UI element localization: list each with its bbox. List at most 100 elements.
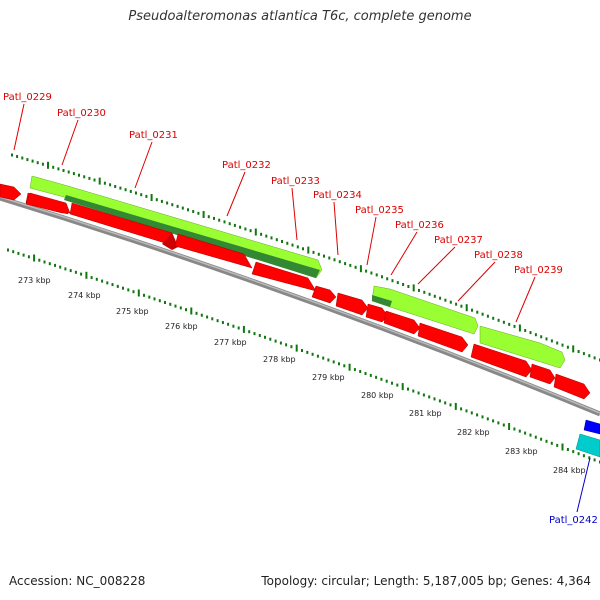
outer-tick: [593, 356, 596, 360]
outer-tick: [508, 322, 511, 326]
inner-tick: [174, 304, 177, 308]
inner-tick: [264, 335, 266, 339]
gene-0233-reverse[interactable]: [174, 233, 253, 269]
outer-tick: [312, 250, 315, 254]
gene-0237b-reverse[interactable]: [383, 310, 421, 335]
inner-tick: [269, 337, 272, 341]
outer-tick: [471, 308, 473, 312]
leader-0235: [366, 216, 377, 266]
inner-tick: [90, 276, 93, 280]
leader-lines: [13, 103, 591, 513]
leader-0230: [61, 119, 79, 166]
gene-0231-reverse-2[interactable]: [25, 192, 71, 214]
inner-tick: [444, 401, 447, 405]
inner-tick: [566, 448, 569, 451]
outer-tick: [187, 208, 189, 212]
inner-tick: [556, 443, 559, 447]
gene-0240-reverse[interactable]: [529, 363, 556, 385]
outer-tick: [566, 345, 569, 349]
inner-tick: [137, 289, 140, 297]
outer-tick: [534, 333, 537, 337]
outer-tick: [265, 234, 268, 238]
inner-tick: [422, 393, 425, 397]
gene-label-0232: Patl_0232: [222, 160, 271, 171]
gene-label-0239: Patl_0239: [514, 265, 563, 276]
gene-0238-forward[interactable]: [479, 325, 566, 369]
gene-0238-reverse[interactable]: [417, 322, 469, 353]
outer-tick: [460, 304, 463, 308]
gene-0235-reverse[interactable]: [311, 285, 337, 304]
inner-tick: [274, 339, 277, 343]
gene-label-0238: Patl_0238: [474, 250, 523, 261]
leader-0233: [291, 187, 298, 241]
gene-0239-reverse[interactable]: [470, 343, 533, 378]
outer-tick: [98, 177, 101, 185]
gene-0236-reverse[interactable]: [335, 292, 369, 316]
outer-tick: [88, 176, 91, 180]
inner-tick: [343, 364, 346, 368]
inner-tick: [158, 299, 161, 303]
outer-tick: [228, 222, 231, 226]
outer-tick: [181, 206, 184, 210]
inner-tick: [7, 248, 9, 252]
outer-tick: [439, 296, 442, 300]
outer-tick: [72, 172, 75, 176]
outer-tick: [402, 283, 405, 286]
gene-0232-reverse-head: [162, 233, 178, 250]
outer-tick: [561, 343, 564, 347]
outer-tick: [129, 189, 132, 193]
outer-tick: [83, 175, 86, 179]
inner-tick: [95, 277, 98, 281]
inner-tick: [417, 391, 420, 395]
inner-tick: [253, 332, 256, 336]
outer-tick: [41, 162, 44, 166]
leader-0239: [515, 276, 536, 323]
outer-tick: [67, 170, 70, 174]
inner-tick: [529, 433, 532, 437]
gene-0229-reverse[interactable]: [0, 183, 22, 201]
gene-label-0237: Patl_0237: [434, 235, 483, 246]
outer-tick: [338, 260, 341, 264]
inner-tick: [359, 370, 362, 373]
inner-tick: [561, 443, 564, 451]
outer-tick: [93, 178, 96, 182]
inner-tick: [476, 413, 479, 417]
gene-0236-forward-shadow: [372, 295, 392, 307]
outer-tick: [307, 246, 310, 254]
kbp-label: 273 kbp: [18, 276, 51, 285]
inner-tick: [54, 263, 56, 267]
outer-tick: [582, 352, 585, 356]
outer-tick: [145, 194, 148, 198]
inner-tick: [122, 286, 124, 290]
inner-tick: [27, 255, 30, 259]
outer-tick: [333, 258, 336, 262]
outer-tick: [518, 324, 521, 332]
gene-0241-reverse[interactable]: [553, 373, 591, 400]
inner-tick: [588, 456, 591, 460]
outer-tick: [328, 256, 331, 260]
leader-0234: [333, 201, 339, 256]
outer-tick: [57, 167, 60, 171]
inner-tick: [101, 279, 104, 283]
outer-tick: [213, 216, 215, 220]
outer-tick: [317, 252, 320, 256]
topology-text: Topology: circular; Length: 5,187,005 bp…: [261, 574, 591, 588]
inner-tick: [545, 439, 548, 443]
inner-tick: [48, 262, 51, 266]
inner-tick: [380, 377, 383, 381]
inner-tick: [492, 419, 495, 423]
outer-tick: [572, 345, 575, 353]
inner-tick: [127, 288, 130, 292]
rna-feature-blue[interactable]: [583, 419, 600, 435]
inner-tick: [513, 427, 516, 431]
gene-0230-forward-shadow: [64, 195, 320, 278]
inner-tick: [33, 254, 36, 262]
rna-feature-cyan[interactable]: [575, 433, 600, 458]
outer-tick: [412, 284, 415, 292]
outer-tick: [381, 275, 383, 279]
outer-tick: [171, 203, 174, 207]
outer-tick: [407, 285, 410, 288]
inner-tick: [454, 402, 457, 410]
inner-tick: [185, 308, 187, 312]
gene-label-0234: Patl_0234: [313, 190, 362, 201]
